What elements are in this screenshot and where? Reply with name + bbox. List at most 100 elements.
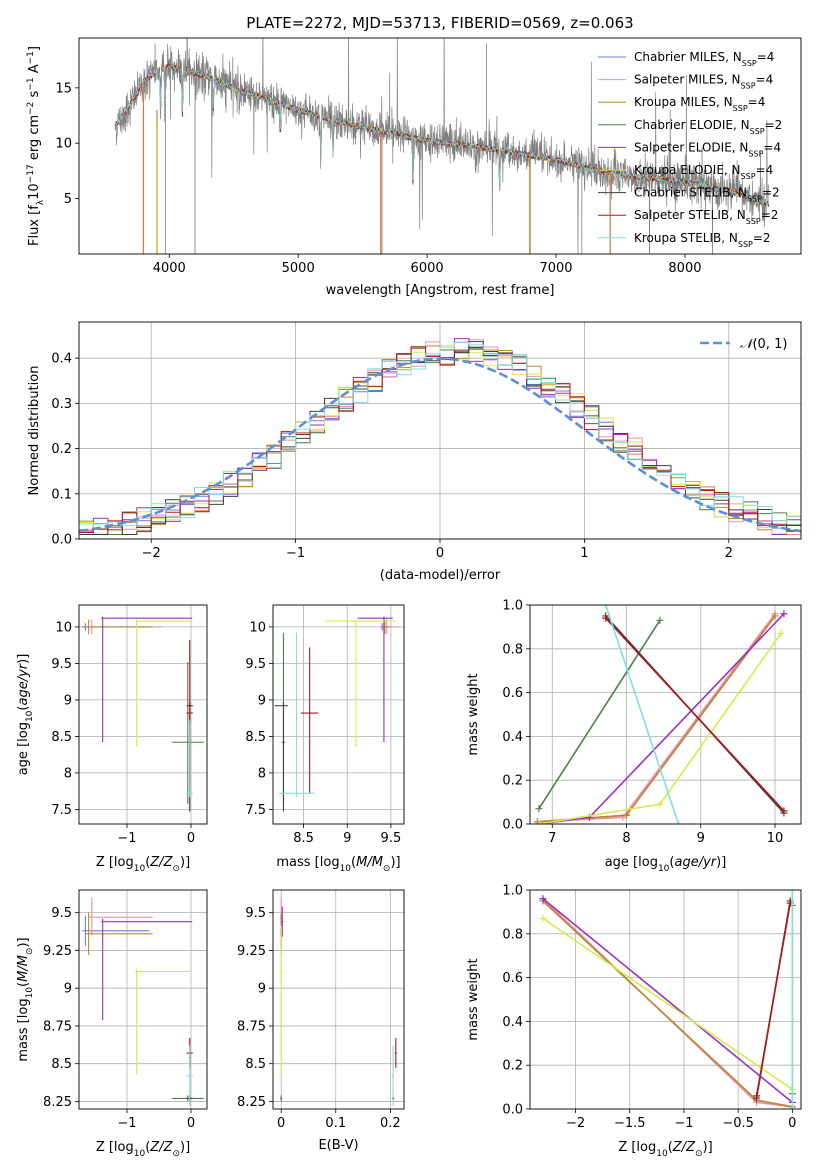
label-part: )] <box>16 654 31 664</box>
x-tick-label: −1 <box>117 1116 136 1131</box>
x-axis-label: (data-model)/error <box>380 568 501 583</box>
weight-line <box>604 605 680 824</box>
y-tick-label: 0.8 <box>502 927 523 942</box>
y-tick-label: 0.2 <box>51 442 72 457</box>
legend-name: Chabrier STELIB, N <box>634 186 747 200</box>
x-tick-label: 10 <box>767 831 784 846</box>
plot-area <box>82 616 204 812</box>
label-part: age/yr <box>16 662 31 705</box>
label-part: Z/Z <box>672 1140 696 1155</box>
label-part: Z [log <box>618 1140 656 1155</box>
x-tick-label: 9 <box>697 831 705 846</box>
y-axis-label: mass weight <box>466 673 481 755</box>
weight-line <box>542 917 793 1090</box>
x-axis-label: wavelength [Angstrom, rest frame] <box>326 283 555 298</box>
y-tick-label: 1.0 <box>502 884 523 899</box>
legend-n: =2 <box>765 118 783 132</box>
y-axis-label: mass weight <box>466 958 481 1040</box>
x-tick-label: −1 <box>117 831 136 846</box>
label-part: )] <box>180 855 190 870</box>
weight-marker <box>674 820 682 824</box>
weight-marker <box>777 629 785 637</box>
x-tick-label: 0 <box>788 1116 796 1131</box>
label-part: Z/Z <box>149 1140 173 1155</box>
normal-curve <box>79 357 801 533</box>
x-tick-label: 8000 <box>668 261 701 276</box>
x-tick-label: −2 <box>566 1116 585 1131</box>
y-tick-label: 8.25 <box>43 1095 72 1110</box>
label-part: 10 <box>25 710 35 722</box>
axes-mass_vs_ebv: 0 0.1 0.2 8.25 8.5 8.75 9 9.25 9.5 E(B-V) <box>237 889 405 1153</box>
y-tick-label: 0.3 <box>51 397 72 412</box>
label-part: −1 <box>26 77 36 90</box>
legend-n: =2 <box>753 231 771 245</box>
weight-marker <box>535 805 543 813</box>
label-part: ( <box>145 1140 150 1155</box>
histogram-step <box>79 346 801 533</box>
axes-residuals: −2 −1 0 1 2 0.0 0.1 0.2 0.3 0.4 𝒩(0, 1) (data-model… <box>27 321 802 583</box>
figure-title: PLATE=2272, MJD=53713, FIBERID=0569, z=0… <box>246 14 633 32</box>
plot-area <box>280 897 397 1106</box>
x-tick-label: −2 <box>142 546 161 561</box>
x-tick-label: −1 <box>674 1116 693 1131</box>
x-tick-label: 0 <box>187 1116 195 1131</box>
weight-marker <box>780 807 788 815</box>
legend-n: =2 <box>762 186 780 200</box>
legend-sub: SSP <box>733 104 748 113</box>
weight-line <box>537 613 776 823</box>
y-tick-label: 8.25 <box>237 1095 266 1110</box>
weight-marker <box>602 605 610 609</box>
weight-marker <box>539 895 547 903</box>
y-tick-label: 15 <box>55 81 72 96</box>
y-tick-label: 8.75 <box>43 1019 72 1034</box>
y-tick-label: 9.5 <box>245 657 266 672</box>
label-part: 10 <box>658 864 670 874</box>
y-tick-label: 5 <box>64 192 72 207</box>
y-tick-label: 9 <box>64 693 72 708</box>
weight-marker <box>533 818 541 824</box>
y-tick-label: 8 <box>64 766 72 781</box>
y-tick-label: 9.5 <box>51 906 72 921</box>
y-tick-label: 0.4 <box>502 730 523 745</box>
axes-frame <box>272 604 405 825</box>
weight-line <box>537 615 776 823</box>
x-tick-label: −1 <box>286 546 305 561</box>
label-part: M/M <box>16 955 31 982</box>
legend-n: =4 <box>756 73 774 87</box>
label-part: λ <box>36 199 46 205</box>
y-tick-label: 0.2 <box>502 1059 523 1074</box>
x-tick-label: 4000 <box>153 261 186 276</box>
y-tick-label: 9.25 <box>237 944 266 959</box>
weight-line <box>542 898 793 1104</box>
y-tick-label: 9 <box>258 693 266 708</box>
x-tick-label: 7 <box>548 831 556 846</box>
weight-line <box>755 902 791 1097</box>
y-tick-label: 7.5 <box>245 803 266 818</box>
legend-name: Chabrier MILES, N <box>634 50 742 64</box>
histogram-step <box>79 342 801 527</box>
legend-label: Kroupa STELIB, NSSP=2 <box>634 231 771 249</box>
label-part: )] <box>16 937 31 947</box>
y-tick-label: 0.0 <box>502 1103 523 1118</box>
y-tick-label: 8 <box>258 766 266 781</box>
weight-marker <box>788 1105 796 1109</box>
plot-area <box>539 890 796 1109</box>
x-tick-label: 0.2 <box>380 1116 401 1131</box>
label-part: )] <box>703 1140 713 1155</box>
x-tick-label: 2 <box>725 546 733 561</box>
label-part: )] <box>180 1140 190 1155</box>
weight-marker <box>656 800 664 808</box>
label-part: A <box>27 64 42 77</box>
label-part: 10 <box>656 1149 668 1159</box>
model-spectrum-line <box>114 63 770 207</box>
x-tick-label: 9.5 <box>381 831 402 846</box>
weight-marker <box>535 820 543 824</box>
y-tick-label: 8.5 <box>245 730 266 745</box>
weight-line <box>605 617 785 812</box>
weight-marker <box>602 614 610 622</box>
